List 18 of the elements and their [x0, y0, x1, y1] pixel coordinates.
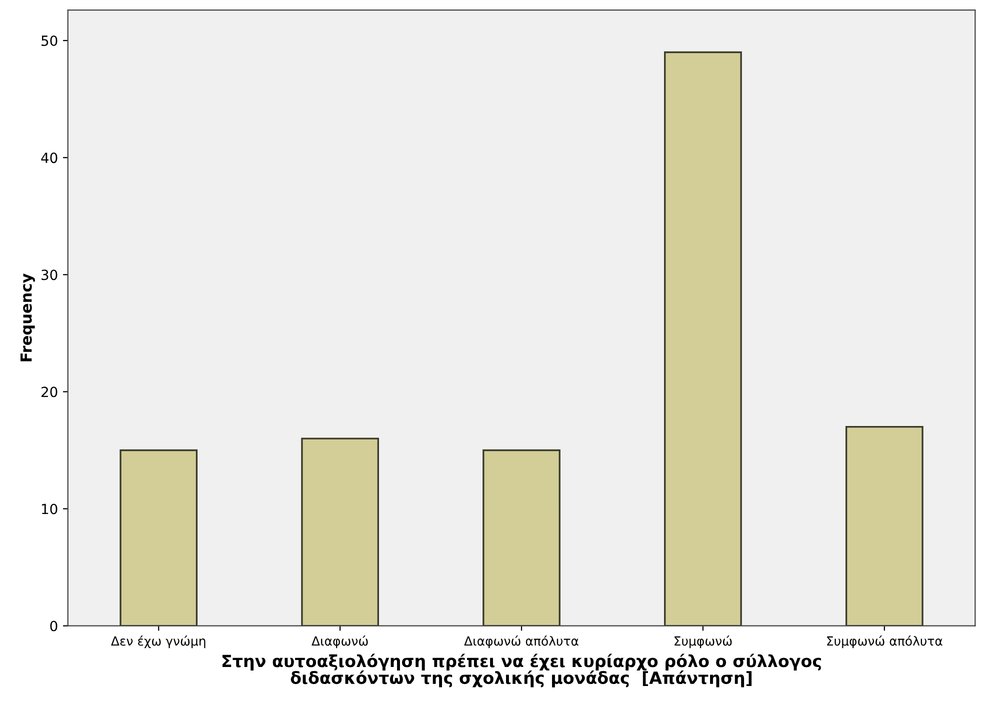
x-tick-label: Διαφωνώ απόλυτα — [464, 636, 578, 648]
x-axis-title: Στην αυτοαξιολόγηση πρέπει να έχει κυρίαρχο ρόλο ο σύλλογος διδασκόντων της σχολικής μονάδας [Απάντηση] — [222, 654, 821, 688]
y-tick-label: 10 — [42, 504, 58, 514]
y-tick-label: 50 — [42, 36, 58, 46]
bar — [482, 449, 560, 626]
y-tick-label: 20 — [42, 386, 58, 398]
bar — [120, 449, 198, 626]
x-tick-label: Συμφωνώ — [674, 636, 732, 648]
y-tick-label: 0 — [50, 620, 58, 632]
x-tick-label: Συμφωνώ απόλυτα — [827, 636, 942, 648]
y-tick-label: 30 — [42, 270, 58, 280]
x-tick-label: Διαφωνώ — [312, 636, 368, 648]
bar — [845, 426, 924, 626]
bar — [664, 51, 742, 626]
y-tick-label: 40 — [41, 152, 58, 164]
x-tick-label: Δεν έχω γνώμη — [111, 636, 206, 648]
y-axis-title: Frequency — [20, 274, 35, 362]
bar — [301, 438, 380, 626]
